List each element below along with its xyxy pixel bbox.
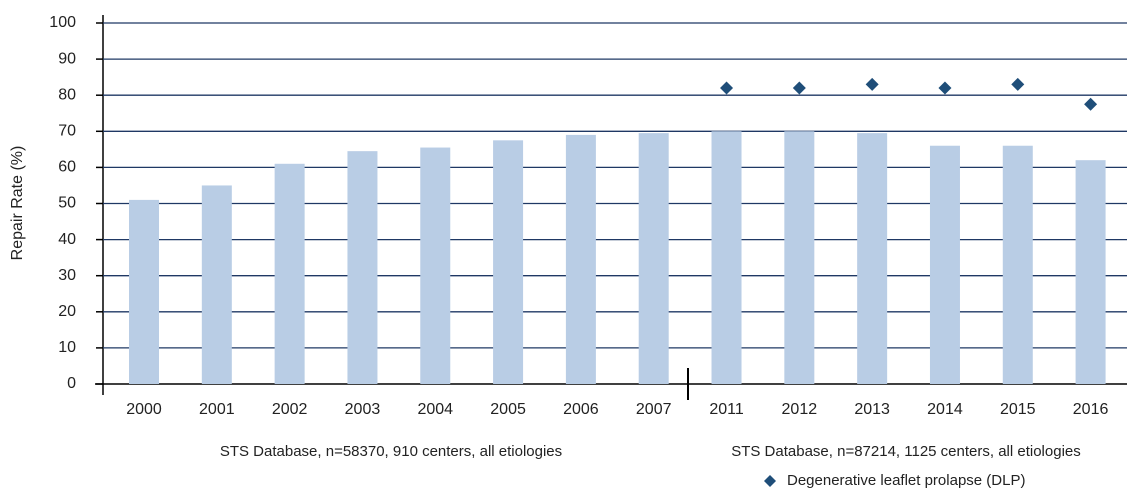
bar xyxy=(201,185,232,384)
diamond-marker xyxy=(865,77,879,91)
bar xyxy=(784,131,815,384)
x-tick-label: 2004 xyxy=(417,401,453,418)
x-tick-label: 2000 xyxy=(126,401,162,418)
bar xyxy=(493,140,524,384)
x-tick-label: 2003 xyxy=(345,401,381,418)
bar xyxy=(857,133,888,384)
x-tick-label: 2016 xyxy=(1073,401,1109,418)
y-tick-label: 10 xyxy=(58,339,76,356)
bar xyxy=(1075,160,1106,384)
legend-marker xyxy=(764,475,776,487)
y-tick-label: 70 xyxy=(58,123,76,140)
y-axis-label: Repair Rate (%) xyxy=(9,146,26,261)
y-tick-label: 60 xyxy=(58,159,76,176)
x-tick-label: 2005 xyxy=(490,401,526,418)
y-tick-label: 100 xyxy=(49,14,76,31)
group-label: STS Database, n=58370, 910 centers, all … xyxy=(220,443,562,460)
diamond-marker xyxy=(792,81,806,95)
bar xyxy=(347,151,378,384)
x-tick-label: 2001 xyxy=(199,401,235,418)
y-tick-label: 50 xyxy=(58,195,76,212)
x-tick-label: 2011 xyxy=(709,401,744,418)
x-tick-label: 2012 xyxy=(782,401,818,418)
y-tick-label: 90 xyxy=(58,50,76,67)
x-tick-label: 2006 xyxy=(563,401,599,418)
bar xyxy=(711,131,742,384)
bar xyxy=(1002,145,1033,384)
x-tick-label: 2002 xyxy=(272,401,308,418)
diamond-marker xyxy=(720,81,734,95)
y-tick-label: 80 xyxy=(58,86,76,103)
bar xyxy=(420,147,451,384)
y-tick-label: 0 xyxy=(67,375,76,392)
x-tick-label: 2007 xyxy=(636,401,672,418)
bar xyxy=(129,199,160,384)
y-tick-label: 40 xyxy=(58,231,76,248)
y-tick-label: 20 xyxy=(58,303,76,320)
diamond-marker xyxy=(938,81,952,95)
x-tick-label: 2015 xyxy=(1000,401,1036,418)
group-label: STS Database, n=87214, 1125 centers, all… xyxy=(731,443,1081,460)
bar xyxy=(929,145,960,384)
diamond-marker xyxy=(1011,77,1025,91)
x-tick-label: 2014 xyxy=(927,401,963,418)
bar xyxy=(565,134,596,384)
legend-label: Degenerative leaflet prolapse (DLP) xyxy=(787,472,1025,489)
bar xyxy=(638,133,669,384)
y-tick-label: 30 xyxy=(58,267,76,284)
bar xyxy=(274,163,305,384)
x-tick-label: 2013 xyxy=(854,401,890,418)
diamond-marker xyxy=(1084,97,1098,111)
